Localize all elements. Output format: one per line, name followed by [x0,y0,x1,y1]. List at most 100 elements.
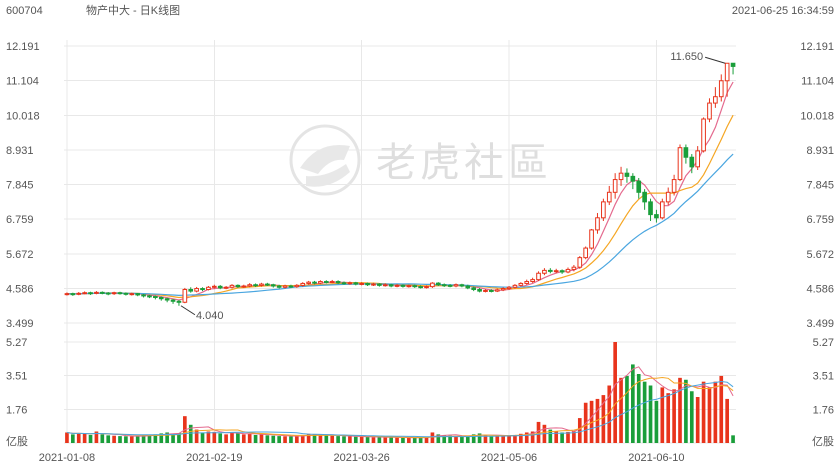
candle-body [465,285,471,289]
candle-body [117,292,123,295]
watermark-text: 老虎社區 [376,140,552,186]
candle-body [253,284,258,287]
candle-body [412,285,418,288]
candle-body [70,293,76,296]
volume-bar [194,429,199,443]
volume-tick-label-left: 1.76 [6,404,27,416]
candle-body [424,286,429,289]
candle-body [229,284,235,288]
candle-body [164,298,170,301]
candle-body [259,283,264,286]
candle-body [636,180,642,193]
candle-body [365,282,370,286]
volume-bar [607,385,612,443]
volume-bar [689,391,694,443]
candle-body [577,257,583,268]
candle-body [500,288,506,291]
volume-tick-label-left: 3.51 [6,371,27,383]
volume-bar [489,436,494,443]
volume-bar [701,381,706,443]
candle-body [547,269,553,272]
candle-body [718,80,724,98]
candle-body [435,282,441,286]
volume-ma20-line [66,380,734,438]
candle-body [135,293,141,296]
candle-body [158,296,164,300]
candle-body [441,284,447,287]
candle-body [176,300,182,303]
candle-body [217,285,223,289]
candle-body [583,247,589,259]
volume-bar [100,434,105,443]
volume-bar [707,387,712,443]
volume-bar [230,432,234,443]
volume-bar [636,374,641,443]
price-tick-label-left: 3.499 [6,318,34,330]
volume-bar [454,436,458,443]
volume-tick-label-right: 1.76 [813,404,834,416]
candle-body [459,284,465,287]
candle-body [129,293,135,296]
volume-bar [566,431,570,443]
candle-body [111,292,117,295]
volume-bar [560,432,564,443]
volume-bar [524,432,529,443]
volume-bar [695,397,700,443]
price-tick-label-left: 7.845 [6,180,34,192]
candle-body [648,201,653,216]
candle-body [88,292,93,295]
volume-bar [460,436,464,443]
volume-bar [265,435,270,443]
candle-body [353,282,359,285]
candle-body [571,266,577,270]
volume-bar [424,437,429,443]
candle-body [247,284,253,287]
ma5-line [66,81,734,301]
date-tick-label: 2021-05-06 [481,452,537,464]
volume-bar [619,377,623,443]
volume-bar [359,436,364,443]
candle-body [223,286,229,289]
candle-body [400,284,406,287]
volume-bar [330,435,335,443]
volume-bar [348,436,352,443]
candle-body [105,292,111,295]
candle-body [147,295,152,298]
volume-bar [377,437,382,443]
chart-title: 物产中大 - 日K线图 [86,3,180,17]
candle-body [730,62,736,67]
volume-bar [106,435,111,443]
ma20-line [66,153,734,297]
price-tick-label-right: 3.499 [806,318,834,330]
volume-bar [719,375,724,443]
price-tick-label-right: 12.191 [800,41,834,53]
candle-body [82,292,87,295]
volume-bar [218,433,223,443]
candle-body [323,281,329,284]
volume-bar [82,433,87,443]
candle-body [659,201,665,219]
candle-body [665,191,671,203]
volume-bar [631,364,635,443]
price-tick-label-left: 5.672 [6,249,34,261]
volume-bar [371,437,376,443]
volume-unit-label: 亿股 [812,435,834,448]
volume-bar [654,400,659,443]
volume-bar [141,435,146,443]
candle-body [453,284,459,287]
volume-bar [684,379,688,443]
candle-body [188,289,194,292]
volume-bar [418,437,423,443]
volume-bar [283,436,287,443]
candle-body [341,282,347,285]
volume-bar [513,434,517,443]
candle-body [123,292,129,295]
volume-bar [507,435,511,443]
candle-body [294,284,300,288]
candle-body [64,293,70,296]
volume-bar [601,395,606,443]
volume-bar [324,435,329,443]
candle-body [589,229,594,249]
volume-bar [483,435,488,443]
